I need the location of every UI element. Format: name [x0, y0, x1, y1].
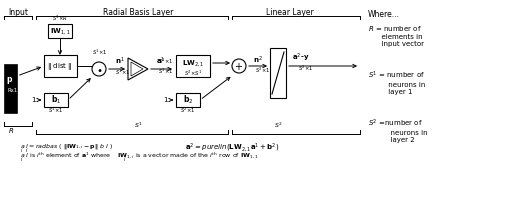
- Bar: [270, 48, 286, 98]
- Text: $\mathbf{a}^1$: $\mathbf{a}^1$: [156, 55, 165, 67]
- Text: $a\ l$ is $i^{\mathrm{th}}$ element of $\mathbf{a}^1$ where    $\mathbf{IW}_{1,i: $a\ l$ is $i^{\mathrm{th}}$ element of $…: [20, 151, 258, 161]
- Text: $S^1{\times}1$: $S^1{\times}1$: [158, 56, 173, 66]
- Bar: [176, 55, 210, 77]
- Text: 1: 1: [163, 97, 168, 103]
- Bar: [5, 65, 17, 113]
- Text: $S^1{\times}1$: $S^1{\times}1$: [48, 105, 64, 115]
- Text: $\mathbf{LW}_{2,1}$: $\mathbf{LW}_{2,1}$: [182, 58, 204, 68]
- Polygon shape: [128, 58, 148, 80]
- Text: R: R: [9, 128, 13, 134]
- Text: $S^1{\times}1$: $S^1{\times}1$: [92, 47, 108, 57]
- Text: Rx1: Rx1: [7, 88, 17, 93]
- Text: $S^2{\times}1$: $S^2{\times}1$: [255, 65, 270, 75]
- Text: Linear Layer: Linear Layer: [266, 8, 314, 17]
- Text: Input: Input: [8, 8, 28, 17]
- Circle shape: [92, 62, 106, 76]
- Text: $\|$ dist $\|$: $\|$ dist $\|$: [48, 61, 73, 72]
- Text: $\mathbf{n}^1$: $\mathbf{n}^1$: [115, 55, 125, 67]
- Text: i: i: [124, 157, 126, 162]
- Bar: [176, 93, 200, 107]
- Text: $\mathbf{a}^2$-$\mathbf{y}$: $\mathbf{a}^2$-$\mathbf{y}$: [292, 52, 310, 64]
- Text: $S^1$: $S^1$: [133, 120, 142, 130]
- Text: $\mathbf{IW}_{1,1}$: $\mathbf{IW}_{1,1}$: [50, 26, 70, 36]
- Text: $\mathbf{b}_1$: $\mathbf{b}_1$: [51, 94, 61, 106]
- Text: $S^2{\times}1$: $S^2{\times}1$: [298, 63, 313, 73]
- Text: $a\ l = radbas\ (\ \|\mathbf{IW}_{1,i} - \mathbf{p}\|\ b\ l\ )$: $a\ l = radbas\ (\ \|\mathbf{IW}_{1,i} -…: [20, 142, 113, 151]
- Text: i: i: [21, 148, 23, 153]
- Text: $S^2$: $S^2$: [273, 120, 282, 130]
- Text: $\mathbf{a}^2 = purelin(\mathbf{LW}_{2,1}\mathbf{a}^1+\mathbf{b}^2)$: $\mathbf{a}^2 = purelin(\mathbf{LW}_{2,1…: [185, 142, 279, 154]
- Text: $\mathbf{n}^2$: $\mathbf{n}^2$: [253, 54, 263, 66]
- Text: $+$: $+$: [235, 61, 244, 72]
- Text: $S^1{\times}R$: $S^1{\times}R$: [52, 14, 68, 23]
- Text: $R$ = number of
      elements in
      input vector: $R$ = number of elements in input vector: [368, 24, 424, 47]
- Text: $S^2{\times}1$: $S^2{\times}1$: [180, 105, 196, 115]
- Polygon shape: [131, 62, 143, 76]
- Text: $S^1{\times}1$: $S^1{\times}1$: [158, 66, 173, 76]
- Text: i: i: [26, 148, 28, 153]
- Text: Radial Basis Layer: Radial Basis Layer: [103, 8, 173, 17]
- Text: $\mathbf{b}_2$: $\mathbf{b}_2$: [183, 94, 193, 106]
- Bar: [44, 55, 77, 77]
- Text: $S^1{\times}1$: $S^1{\times}1$: [115, 67, 130, 77]
- Text: $S^2{\times}S^1$: $S^2{\times}S^1$: [184, 68, 202, 78]
- Circle shape: [232, 59, 246, 73]
- Text: i: i: [21, 157, 23, 162]
- Text: Where...: Where...: [368, 10, 400, 19]
- Text: $S^2$ =number of
          neurons in
          layer 2: $S^2$ =number of neurons in layer 2: [368, 118, 428, 143]
- Bar: [44, 93, 68, 107]
- Text: $\bullet$: $\bullet$: [96, 64, 102, 74]
- Text: $\mathbf{p}$: $\mathbf{p}$: [6, 76, 13, 87]
- Text: $S^1$ = number of
         neurons in
         layer 1: $S^1$ = number of neurons in layer 1: [368, 70, 425, 95]
- Bar: [48, 24, 72, 38]
- Text: 1: 1: [32, 97, 36, 103]
